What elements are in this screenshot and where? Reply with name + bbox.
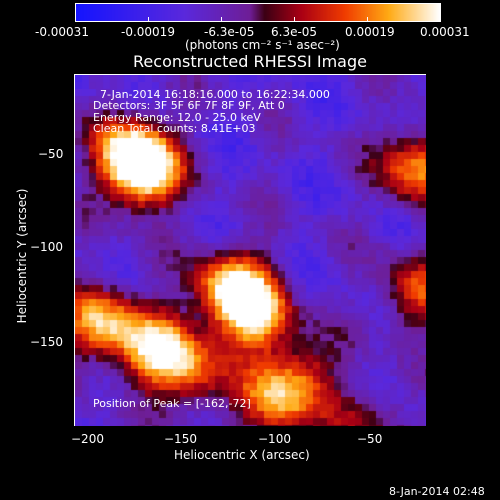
x-tick-label: −50: [357, 432, 383, 446]
y-axis-label: Heliocentric Y (arcsec): [15, 188, 29, 324]
x-tick-label: −100: [258, 432, 291, 446]
colorbar-tick-label: 0.00031: [420, 25, 470, 39]
colorbar-unit-label: (photons cm⁻² s⁻¹ asec⁻²): [185, 38, 340, 52]
colorbar-tick-label: -6.3e-05: [204, 25, 255, 39]
colorbar: [75, 3, 440, 21]
clean-total-counts-label: Clean Total counts: 8.41E+03: [93, 122, 256, 135]
y-tick-label: −50: [38, 147, 64, 161]
colorbar-tick-label: -0.00019: [121, 25, 175, 39]
plot-title: Reconstructed RHESSI Image: [133, 52, 367, 71]
colorbar-tick-marks: [75, 17, 441, 22]
detectors-label: Detectors: 3F 5F 6F 7F 8F 9F, Att 0: [93, 99, 285, 112]
colorbar-tick-label: 0.00019: [345, 25, 395, 39]
colorbar-frame: [75, 3, 441, 22]
x-tick-label: −150: [164, 432, 197, 446]
peak-position-label: Position of Peak = [-162,-72]: [93, 397, 251, 410]
colorbar-tick-label: -0.00031: [35, 25, 89, 39]
x-tick-label: −200: [71, 432, 104, 446]
y-tick-label: −100: [30, 240, 63, 254]
x-axis-label: Heliocentric X (arcsec): [174, 448, 310, 462]
y-tick-label: −150: [30, 335, 63, 349]
time-range-label: 7-Jan-2014 16:18:16.000 to 16:22:34.000: [100, 88, 330, 101]
footer-timestamp: 8-Jan-2014 02:48: [389, 485, 485, 498]
heatmap-image: [75, 75, 426, 426]
colorbar-tick-label: 6.3e-05: [271, 25, 318, 39]
energy-range-label: Energy Range: 12.0 - 25.0 keV: [93, 111, 261, 124]
